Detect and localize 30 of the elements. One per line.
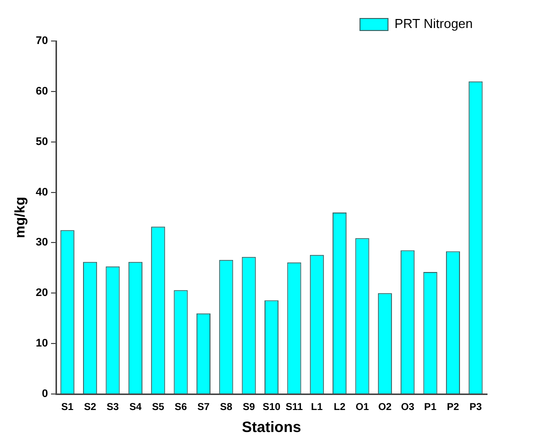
x-tick-label: O1 xyxy=(356,402,370,413)
y-tick-label: 70 xyxy=(36,35,48,48)
x-tick-label: S2 xyxy=(84,402,97,413)
x-tick-label: O2 xyxy=(378,402,392,413)
y-tick-label: 40 xyxy=(36,186,48,198)
x-tick-label: S10 xyxy=(262,402,281,413)
y-axis-title: mg/kg xyxy=(11,196,28,238)
x-tick-label: S4 xyxy=(129,402,142,413)
y-tick-label: 60 xyxy=(36,85,48,98)
x-tick-label: L2 xyxy=(334,402,346,413)
x-tick-label: L1 xyxy=(311,402,324,413)
x-tick-label: S1 xyxy=(61,402,74,413)
legend-label: PRT Nitrogen xyxy=(394,16,473,32)
x-tick-label: P2 xyxy=(446,402,460,413)
y-tick-label: 30 xyxy=(36,236,48,249)
x-tick-label: S5 xyxy=(152,402,165,413)
x-tick-label: S8 xyxy=(220,402,233,413)
x-tick-label: S3 xyxy=(106,402,120,413)
x-tick-label: S7 xyxy=(197,402,210,413)
y-tick-label: 10 xyxy=(36,338,48,350)
x-tick-label: S11 xyxy=(286,402,304,413)
x-tick-label: S9 xyxy=(242,402,256,413)
y-tick-label: 20 xyxy=(36,287,48,300)
x-tick-label: P3 xyxy=(470,402,482,413)
y-tick-label: 0 xyxy=(42,388,48,400)
x-axis-title: Stations xyxy=(242,419,302,436)
x-tick-label: S6 xyxy=(174,402,188,413)
y-tick-label: 50 xyxy=(36,136,48,148)
x-tick-label: O3 xyxy=(400,402,415,413)
x-tick-label: P1 xyxy=(424,402,437,413)
